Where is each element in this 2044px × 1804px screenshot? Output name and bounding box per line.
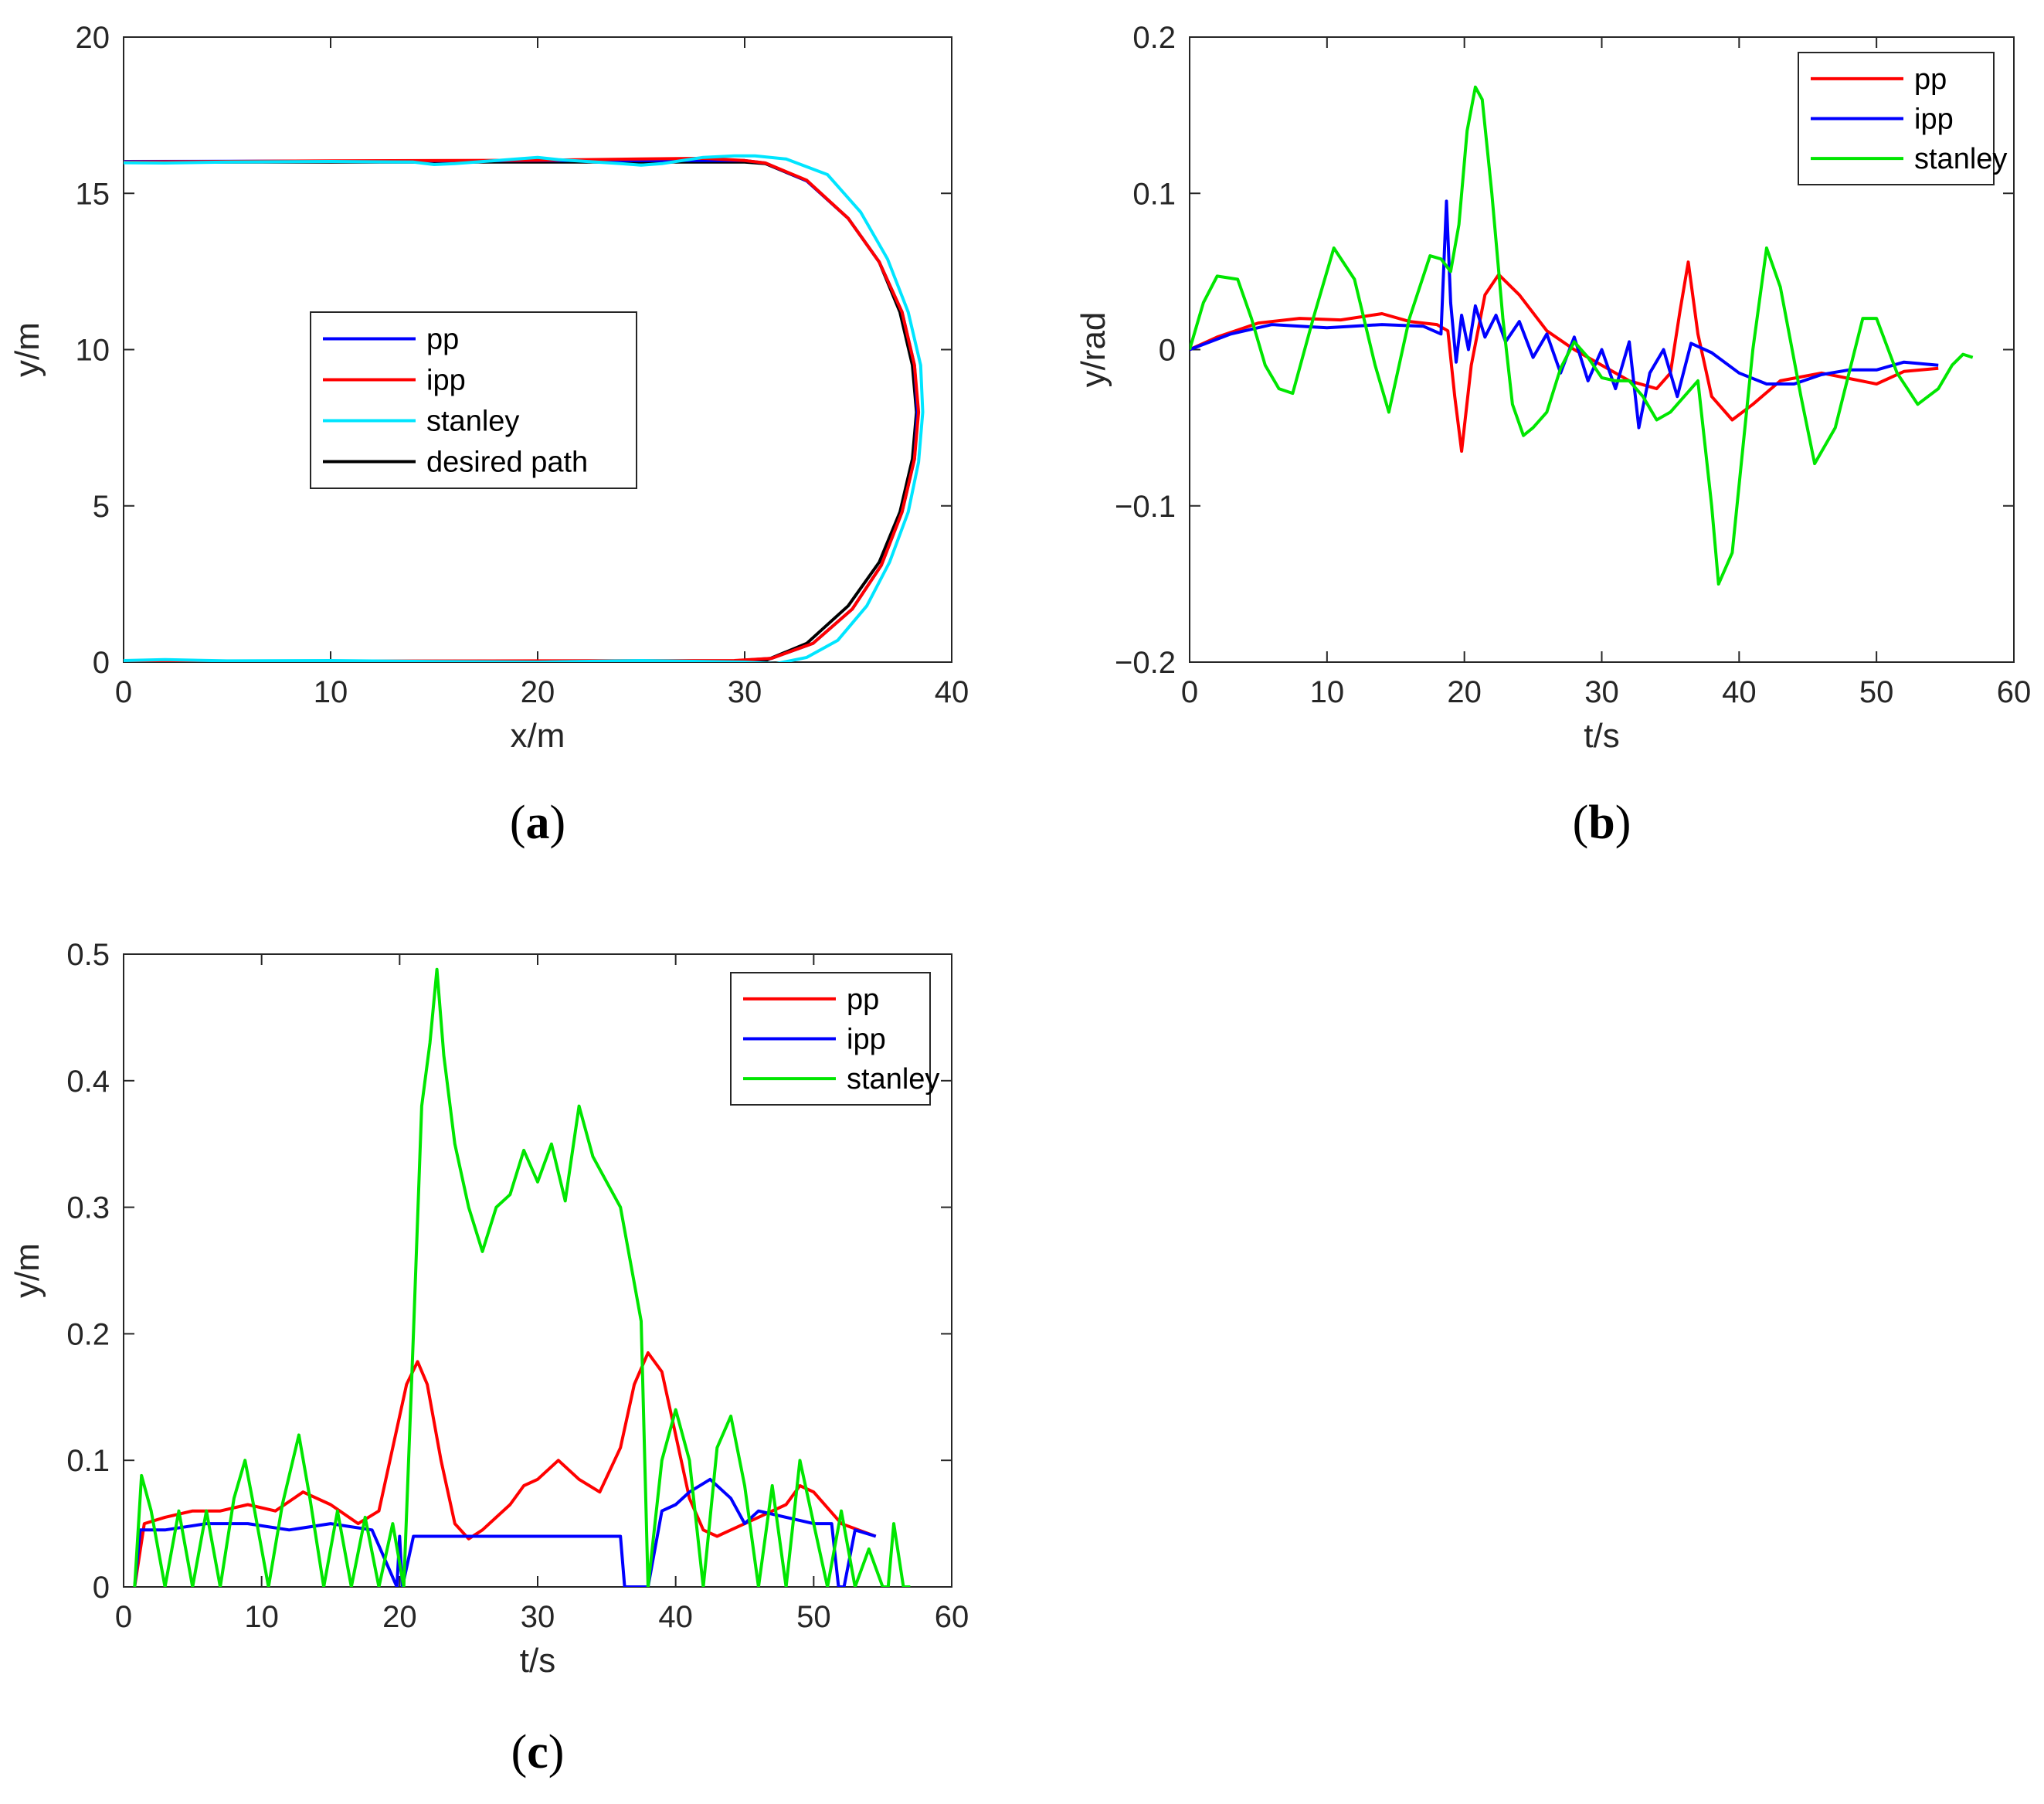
- series-line-pp: [1190, 260, 1939, 453]
- x-axis-label: t/s: [1584, 717, 1619, 755]
- legend-label: ipp: [1914, 104, 1954, 136]
- legend-label: stanley: [1914, 143, 2007, 175]
- y-tick-label: 0.2: [66, 1317, 110, 1351]
- panel-a: 0 10 20 30 40 0 5 10 15 20 x/m y/m pp ipp stanley desir…: [8, 21, 969, 849]
- x-tick-label: 40: [658, 1600, 693, 1634]
- y-tick-label: −0.1: [1115, 490, 1176, 524]
- series-group: [133, 967, 911, 1587]
- legend-label: pp: [847, 984, 879, 1016]
- y-tick-label: 0.1: [1132, 177, 1176, 211]
- series-group: [1190, 85, 1974, 586]
- y-axis-label: y/m: [8, 1243, 46, 1298]
- series-line-ipp: [124, 156, 921, 662]
- x-tick-label: 10: [244, 1600, 279, 1634]
- series-line-stanley: [133, 967, 911, 1587]
- legend: pp ipp stanley desired path: [310, 311, 637, 489]
- x-tick-label: 20: [1447, 675, 1482, 709]
- y-tick-label: 15: [76, 177, 110, 211]
- series-line-ipp: [133, 1477, 877, 1587]
- legend-label: desired path: [426, 447, 588, 479]
- y-tick-label: 0: [93, 1571, 110, 1605]
- y-tick-label: −0.2: [1115, 646, 1176, 680]
- x-tick-label: 50: [1859, 675, 1894, 709]
- panel-caption: (c): [511, 1726, 565, 1779]
- legend-label: ipp: [847, 1024, 886, 1056]
- y-tick-label: 5: [93, 490, 110, 524]
- legend-label: stanley: [426, 406, 519, 438]
- y-tick-label: 0.4: [66, 1065, 110, 1099]
- legend-label: pp: [426, 324, 459, 356]
- x-tick-label: 0: [115, 675, 132, 709]
- y-tick-label: 20: [76, 21, 110, 55]
- x-tick-label: 40: [1722, 675, 1757, 709]
- y-axis-label: y/m: [8, 322, 46, 377]
- x-tick-label: 20: [521, 675, 555, 709]
- y-axis-label: y/rad: [1075, 312, 1112, 388]
- y-tick-label: 0: [93, 646, 110, 680]
- x-tick-label: 30: [1584, 675, 1619, 709]
- y-tick-label: 0.3: [66, 1191, 110, 1225]
- x-tick-label: 20: [382, 1600, 417, 1634]
- x-tick-label: 60: [1997, 675, 2032, 709]
- x-tick-label: 30: [728, 675, 762, 709]
- x-axis-label: x/m: [511, 717, 565, 755]
- legend: pp ipp stanley: [730, 972, 939, 1106]
- x-tick-label: 40: [935, 675, 969, 709]
- x-tick-label: 60: [935, 1600, 969, 1634]
- legend-box: [310, 311, 637, 489]
- series-line-stanley: [1190, 85, 1974, 586]
- series-group: [124, 154, 925, 662]
- x-tick-label: 30: [521, 1600, 555, 1634]
- legend-label: stanley: [847, 1063, 939, 1096]
- y-tick-label: 0.2: [1132, 21, 1176, 55]
- x-tick-label: 10: [1310, 675, 1345, 709]
- legend-label: ipp: [426, 365, 466, 397]
- series-line-stanley: [124, 154, 925, 662]
- x-tick-label: 50: [796, 1600, 831, 1634]
- legend: pp ipp stanley: [1798, 52, 2007, 185]
- y-tick-label: 0: [1159, 334, 1176, 368]
- panel-caption: (b): [1573, 797, 1631, 849]
- series-line-pp: [133, 1351, 877, 1587]
- y-tick-label: 10: [76, 334, 110, 368]
- x-axis-label: t/s: [520, 1642, 555, 1680]
- panel-c: 0 10 20 30 40 50 60 0 0.1 0.2 0.3 0.4 0.5 t/s y/m pp ipp…: [8, 938, 969, 1779]
- x-tick-label: 0: [115, 1600, 132, 1634]
- legend-label: pp: [1914, 63, 1947, 96]
- y-tick-label: 0.1: [66, 1444, 110, 1478]
- x-tick-label: 10: [314, 675, 348, 709]
- panel-b: 0 10 20 30 40 50 60 −0.2 −0.1 0 0.1 0.2 t/s y/rad pp ip…: [1075, 21, 2031, 849]
- x-tick-label: 0: [1181, 675, 1198, 709]
- y-tick-label: 0.5: [66, 938, 110, 972]
- panel-caption: (a): [510, 797, 565, 849]
